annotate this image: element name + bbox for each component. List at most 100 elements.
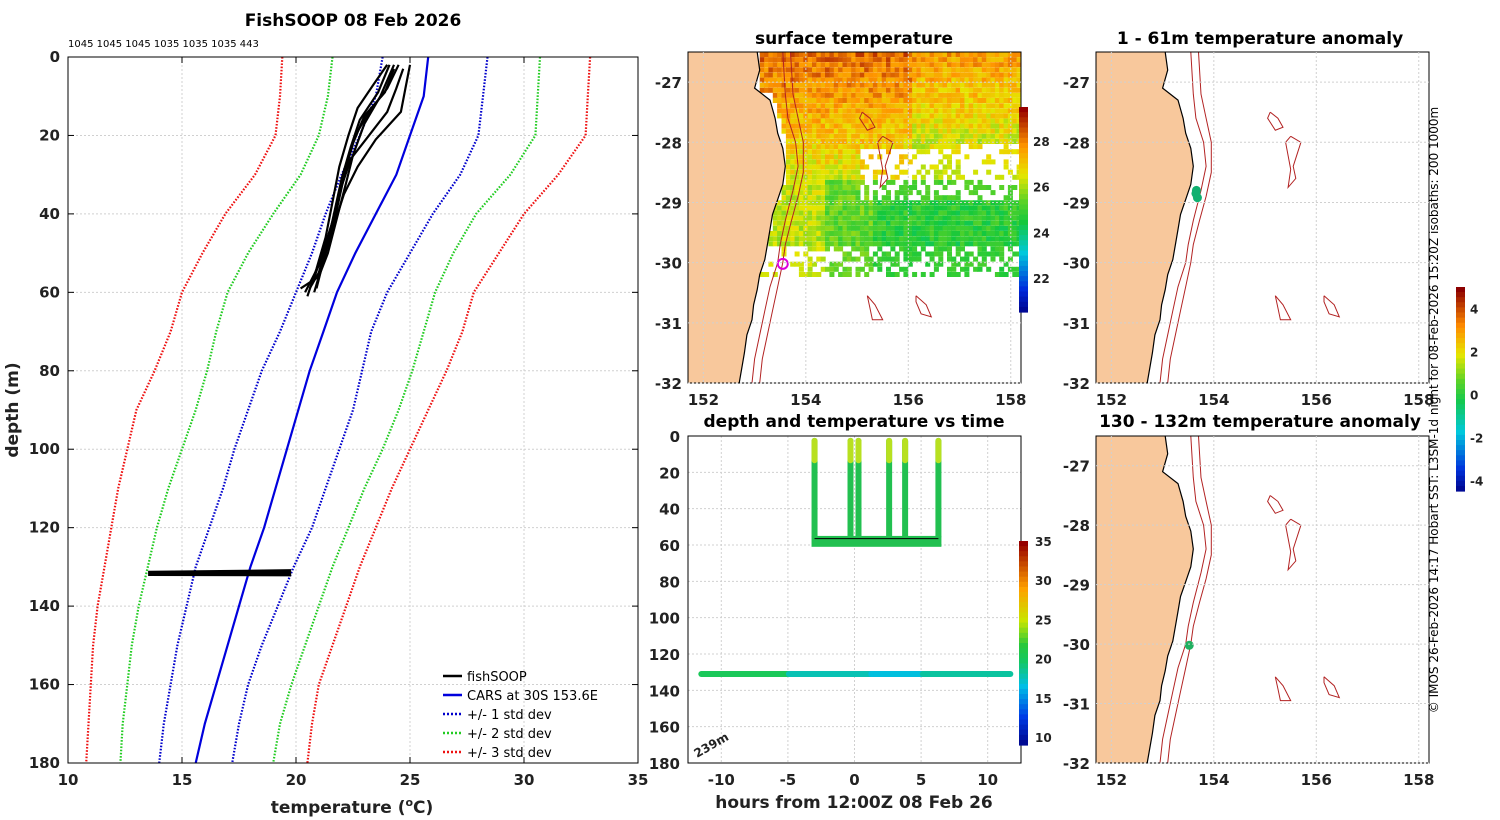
sst-pixel	[851, 139, 857, 144]
sst-pixel	[881, 231, 887, 236]
sst-pixel	[903, 231, 909, 236]
seamount-contour	[877, 135, 894, 190]
sst-pixel	[838, 72, 844, 78]
sst-pixel	[907, 92, 913, 98]
sst-pixel	[1007, 185, 1013, 190]
colorbar-segment	[1019, 663, 1028, 670]
sst-pixel	[833, 67, 839, 73]
sst-pixel	[894, 215, 900, 221]
sst-pixel	[981, 52, 987, 57]
sst-pixel	[838, 77, 844, 83]
sst-pixel	[838, 82, 844, 88]
sst-pixel	[859, 179, 865, 185]
sst-pixel	[990, 241, 996, 247]
sst-pixel	[999, 72, 1005, 78]
sst-pixel	[1003, 272, 1009, 277]
sst-pixel	[994, 225, 1000, 231]
sst-pixel	[820, 103, 826, 109]
sst-pixel	[903, 210, 909, 216]
colorbar-segment	[1019, 561, 1028, 568]
sst-pixel	[790, 133, 796, 139]
sst-pixel	[833, 72, 839, 78]
isobath-line	[759, 52, 804, 383]
sst-pixel	[833, 62, 839, 68]
sst-pixel	[886, 179, 891, 185]
sst-pixel	[764, 62, 770, 68]
sst-pixel	[986, 205, 992, 211]
timeseries-ytick-label: 120	[649, 646, 680, 664]
sst-pixel	[973, 103, 979, 109]
sst-pixel	[999, 128, 1005, 134]
sst-pixel	[864, 251, 870, 257]
sst-pixel	[798, 272, 804, 277]
sst-pixel	[907, 210, 913, 216]
sst-pixel	[955, 251, 961, 257]
sst-pixel	[903, 113, 909, 119]
sst-pixel	[968, 103, 974, 109]
sst-pixel	[960, 225, 965, 231]
sst-pixel	[929, 139, 935, 144]
sst-pixel	[955, 133, 961, 139]
sst-pixel	[977, 241, 983, 247]
sst-pixel	[981, 72, 987, 78]
sst-pixel	[894, 62, 900, 68]
sst-pixel	[794, 67, 800, 73]
isobath-line	[1167, 436, 1212, 763]
colorbar-segment	[1019, 240, 1028, 246]
sst-pixel	[846, 98, 852, 103]
sst-pixel	[938, 179, 944, 185]
sst-pixel	[994, 133, 1000, 139]
sst-pixel	[933, 98, 939, 103]
sst-pixel	[803, 144, 809, 150]
sst-pixel	[994, 92, 1000, 98]
timeseries-xtick-label: 10	[977, 771, 998, 789]
sst-pixel	[899, 103, 905, 109]
colorbar-segment	[1019, 546, 1028, 552]
surface-colorbar-tick: 22	[1033, 272, 1050, 286]
sst-pixel	[994, 174, 1000, 180]
sst-pixel	[833, 215, 839, 221]
sst-pixel	[842, 185, 848, 190]
sst-pixel	[1016, 174, 1021, 180]
sst-pixel	[816, 231, 822, 236]
profile-ytick-label: 180	[29, 754, 60, 772]
sst-pixel	[816, 154, 822, 160]
sst-pixel	[825, 236, 830, 242]
sst-pixel	[855, 133, 861, 139]
sst-pixel	[942, 210, 948, 216]
sst-pixel	[964, 108, 970, 114]
profile-ytick-label: 20	[39, 126, 60, 144]
sst-pixel	[851, 77, 857, 83]
sst-pixel	[912, 246, 918, 252]
sst-pixel	[942, 164, 948, 170]
sst-pixel	[907, 108, 913, 114]
sst-pixel	[960, 108, 965, 114]
sst-pixel	[759, 72, 765, 78]
colorbar-segment	[1456, 455, 1465, 461]
sst-pixel	[772, 77, 778, 83]
colorbar-segment	[1019, 286, 1028, 293]
sst-pixel	[968, 225, 974, 231]
sst-pixel	[851, 57, 857, 63]
sst-pixel	[903, 190, 909, 196]
colorbar-segment	[1019, 158, 1028, 164]
sst-pixel	[955, 113, 961, 119]
sst-pixel	[785, 52, 791, 57]
sst-pixel	[842, 108, 848, 114]
colorbar-segment	[1019, 709, 1028, 715]
sst-pixel	[929, 52, 935, 57]
sst-pixel	[872, 236, 878, 242]
sst-pixel	[812, 128, 817, 134]
sst-pixel	[838, 118, 844, 124]
sst-pixel	[973, 52, 979, 57]
sst-pixel	[907, 185, 913, 190]
sst-pixel	[973, 108, 979, 114]
sst-pixel	[890, 256, 896, 262]
cast-trace-top	[847, 437, 854, 464]
sst-pixel	[768, 62, 774, 68]
sst-pixel	[938, 113, 944, 119]
sst-pixel	[812, 225, 817, 231]
legend-label: +/- 1 std dev	[467, 708, 552, 723]
sst-pixel	[990, 62, 996, 68]
surface-colorbar-tick: 26	[1033, 181, 1050, 195]
